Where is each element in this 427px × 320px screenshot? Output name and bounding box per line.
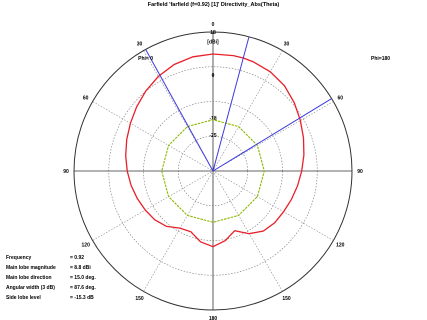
radial-tick-label: -18 [209,116,216,122]
angle-tick-label: 0 [212,22,215,28]
summary-info: Frequency = 0.92 Main lobe magnitude = 8.8… [6,253,96,303]
radial-unit-label: [dBi] [207,39,219,45]
direction-marker-line [212,98,332,172]
chart-title: Farfield 'farfield (f=0.92) [1]' Directi… [147,2,280,8]
phi-right-label: Phi=180 [371,56,390,62]
info-label: Main lobe magnitude [6,265,56,271]
angle-tick-label: 150 [135,296,144,302]
angle-tick-label: 60 [83,95,89,101]
direction-marker-line [145,49,214,172]
info-value: = 0.92 [70,255,85,261]
info-row-side-lobe-level: Side lobe level = -15.3 dB [6,293,96,303]
angle-tick-label: 180 [209,316,218,320]
angle-tick-label: 150 [282,296,291,302]
info-label: Side lobe level [6,295,41,301]
phi-left-label: Phi= 0 [138,56,153,62]
direction-marker-line [212,36,250,172]
info-value: = 15.0 deg. [70,275,96,281]
series-line [161,119,265,223]
radial-tick-label: -25 [209,133,216,139]
radial-tick-label: 18 [210,30,216,36]
info-label: Angular width (3 dB) [6,285,55,291]
angle-tick-label: 90 [357,169,363,175]
direction-markers [145,36,332,172]
series-group [125,53,305,248]
angle-tick-label: 60 [338,95,344,101]
info-row-frequency: Frequency = 0.92 [6,253,96,263]
angle-tick-label: 120 [82,242,91,248]
info-row-main-lobe-direction: Main lobe direction = 15.0 deg. [6,273,96,283]
series-line [125,53,305,248]
angle-tick-label: 30 [284,41,290,47]
radial-tick-labels: 18 0 -18 -25 [209,30,216,139]
info-value: = 87.6 deg. [70,285,96,291]
info-value: = -15.3 dB [70,295,94,301]
info-label: Main lobe direction [6,275,52,281]
angle-tick-label: 90 [63,169,69,175]
angle-tick-label: 120 [336,242,345,248]
info-value: = 8.8 dBi [70,265,91,271]
info-label: Frequency [6,255,32,261]
info-row-main-lobe-magnitude: Main lobe magnitude = 8.8 dBi [6,263,96,273]
radial-tick-label: 0 [212,73,215,79]
angle-tick-label: 30 [137,41,143,47]
info-row-angular-width: Angular width (3 dB) = 87.6 deg. [6,283,96,293]
